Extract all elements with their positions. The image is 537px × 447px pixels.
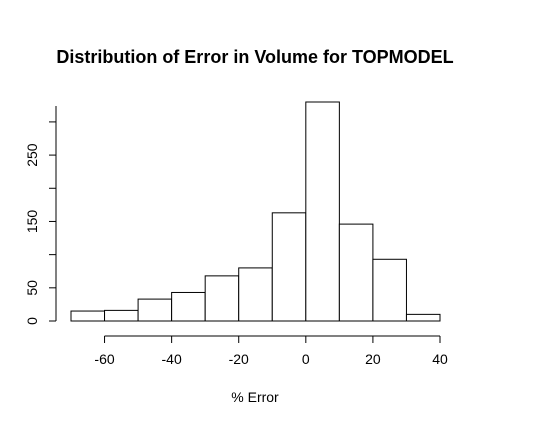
histogram-bar bbox=[305, 101, 340, 322]
x-tick-label: -60 bbox=[94, 351, 114, 367]
y-axis: 0 50 150 250 bbox=[24, 106, 57, 325]
bars-group bbox=[70, 101, 441, 322]
histogram-bar bbox=[238, 267, 273, 322]
histogram-bar bbox=[70, 310, 106, 322]
histogram-bar bbox=[372, 258, 407, 322]
histogram-bar bbox=[104, 309, 139, 322]
x-tick-label: 20 bbox=[365, 351, 381, 367]
histogram-bar bbox=[405, 313, 441, 322]
histogram-bar bbox=[338, 223, 374, 322]
x-tick-label: 40 bbox=[432, 351, 448, 367]
histogram-bar bbox=[171, 291, 206, 322]
histogram-bar bbox=[137, 298, 173, 322]
y-tick-label: 50 bbox=[24, 280, 40, 296]
x-tick-label: -40 bbox=[162, 351, 182, 367]
histogram-bar bbox=[271, 212, 307, 322]
x-tick-label: 0 bbox=[302, 351, 310, 367]
y-tick-label: 250 bbox=[24, 143, 40, 167]
x-tick-label: -20 bbox=[229, 351, 249, 367]
y-tick-label: 0 bbox=[24, 317, 40, 325]
chart-title: Distribution of Error in Volume for TOPM… bbox=[56, 47, 453, 67]
y-tick-label: 150 bbox=[24, 210, 40, 234]
histogram-bar bbox=[204, 275, 240, 322]
x-axis: -60 -40 -20 0 20 40 bbox=[94, 335, 448, 367]
x-axis-label: % Error bbox=[231, 389, 279, 405]
